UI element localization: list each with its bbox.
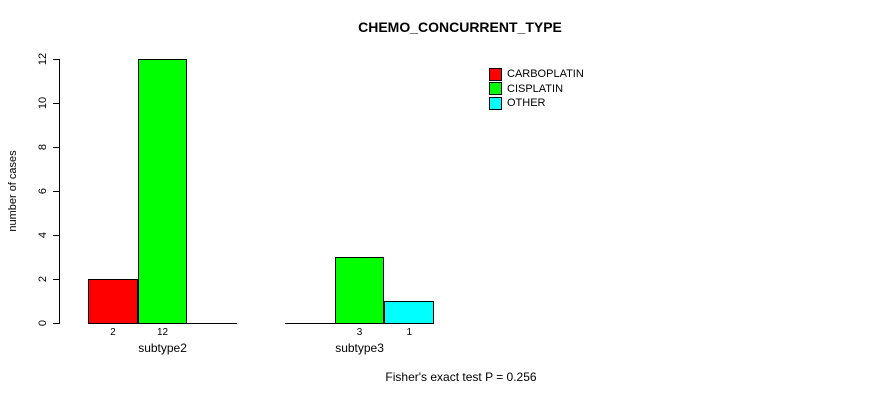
category-label-subtype3: subtype3 [335,341,384,355]
bar-value-label: 1 [406,327,413,338]
legend-label: CISPLATIN [507,82,564,95]
y-axis-tick [53,235,59,236]
y-axis-tick-label: 8 [37,143,49,151]
legend-item-carboplatin: CARBOPLATIN [489,67,584,82]
legend: CARBOPLATIN CISPLATIN OTHER [489,67,584,111]
y-axis-tick-label: 4 [37,231,49,239]
y-axis-tick-label: 10 [37,96,49,110]
legend-swatch-cisplatin [489,82,502,96]
y-axis-tick [53,191,59,192]
bar-cisplatin-subtype3 [334,257,385,324]
bar-value-label: 12 [156,327,169,338]
legend-label: CARBOPLATIN [507,68,584,81]
legend-swatch-carboplatin [489,67,502,81]
bar-value-label: 3 [356,327,363,338]
y-axis-tick [53,323,59,324]
y-axis-tick-label: 0 [37,319,49,327]
y-axis-tick-label: 12 [37,52,49,66]
y-axis-tick [53,103,59,104]
bar-carboplatin-subtype2 [88,279,138,324]
y-axis-tick [53,147,59,148]
y-axis-title: number of cases [7,150,19,232]
legend-item-cisplatin: CISPLATIN [489,82,584,97]
legend-item-other: OTHER [489,96,584,111]
bar-value-label: 2 [110,327,116,338]
category-label-subtype2: subtype2 [138,341,187,355]
fisher-test-annotation: Fisher's exact test P = 0.256 [385,370,537,384]
legend-label: OTHER [507,97,546,110]
y-axis-line [59,59,60,324]
legend-swatch-other [489,96,502,110]
y-axis-tick-label: 6 [37,187,49,195]
chart-title: CHEMO_CONCURRENT_TYPE [358,19,562,35]
bar-other-subtype3 [384,301,435,324]
y-axis-tick [53,279,59,280]
bar-cisplatin-subtype2 [137,59,188,324]
y-axis-tick [53,59,59,60]
y-axis-tick-label: 2 [37,275,49,283]
